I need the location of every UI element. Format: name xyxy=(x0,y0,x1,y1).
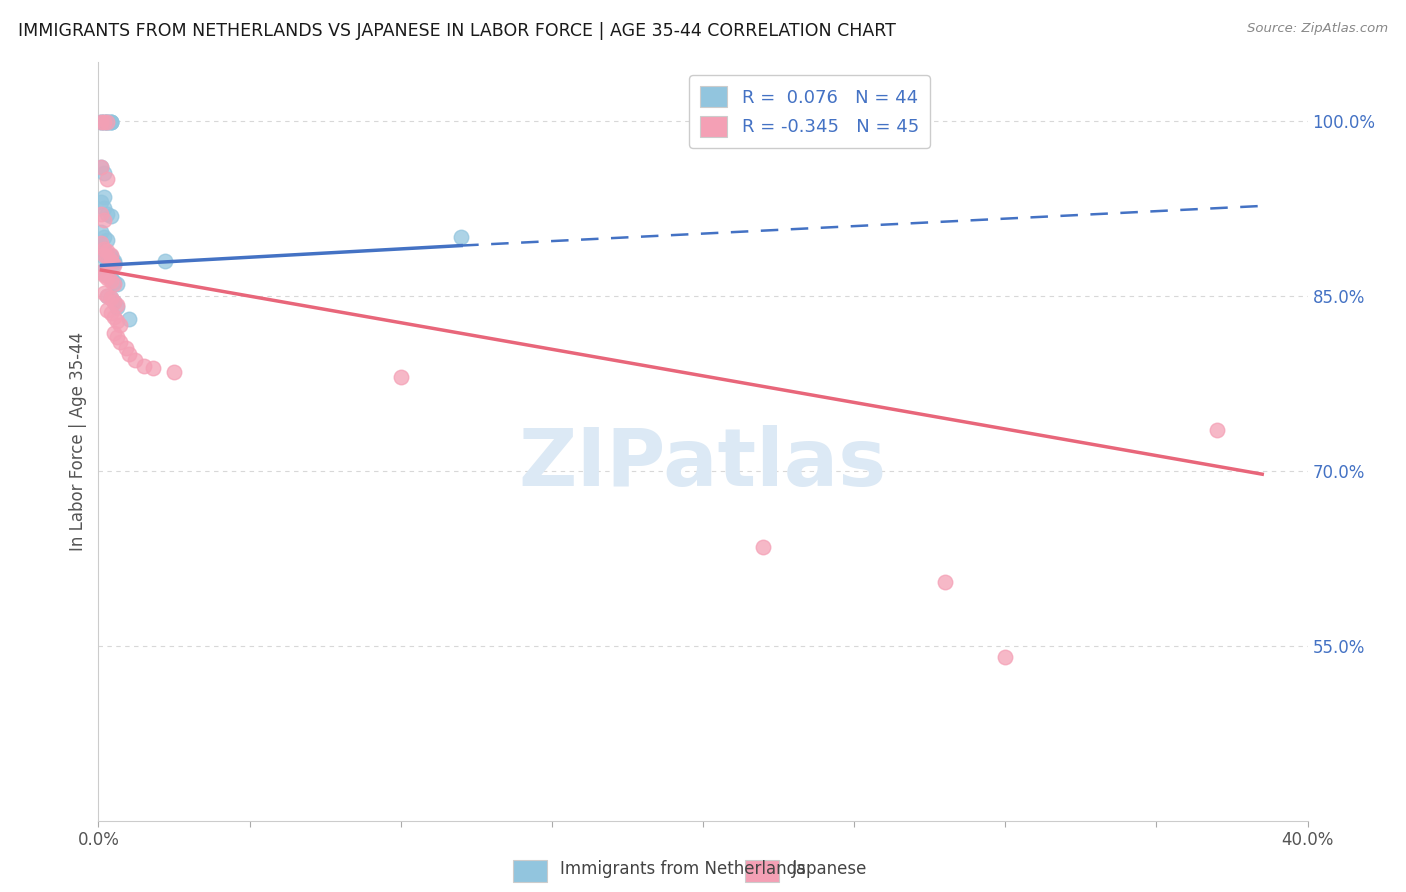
Point xyxy=(124,352,146,367)
Point xyxy=(93,250,115,264)
Point xyxy=(118,312,141,326)
Point xyxy=(934,574,956,589)
Point xyxy=(90,115,112,129)
Point xyxy=(93,286,115,301)
Point xyxy=(96,172,118,186)
Point xyxy=(93,246,115,260)
FancyBboxPatch shape xyxy=(745,860,779,881)
Point xyxy=(96,115,118,129)
Point xyxy=(96,250,118,264)
Point xyxy=(103,310,125,324)
Point xyxy=(450,230,472,244)
Point xyxy=(96,302,118,317)
Text: IMMIGRANTS FROM NETHERLANDS VS JAPANESE IN LABOR FORCE | AGE 35-44 CORRELATION C: IMMIGRANTS FROM NETHERLANDS VS JAPANESE … xyxy=(18,22,896,40)
Point xyxy=(93,268,115,282)
Point xyxy=(96,115,118,129)
Point xyxy=(108,335,131,350)
Point xyxy=(93,265,115,279)
Point xyxy=(90,265,112,279)
Point xyxy=(100,115,122,129)
Point xyxy=(93,166,115,180)
Point xyxy=(96,268,118,282)
Point xyxy=(100,306,122,320)
Point xyxy=(103,294,125,309)
Point xyxy=(153,253,176,268)
Point xyxy=(90,242,112,256)
Point xyxy=(163,365,186,379)
Point xyxy=(100,115,122,129)
Point xyxy=(90,195,112,210)
Point xyxy=(103,259,125,273)
Point xyxy=(103,253,125,268)
Point xyxy=(90,161,112,175)
Point xyxy=(90,115,112,129)
Point xyxy=(100,210,122,224)
Point xyxy=(100,291,122,305)
Point xyxy=(105,314,128,328)
Point xyxy=(93,115,115,129)
Point xyxy=(994,650,1017,665)
Point xyxy=(752,540,775,554)
Point xyxy=(100,248,122,262)
Point xyxy=(96,289,118,303)
Point xyxy=(100,252,122,266)
Point xyxy=(93,230,115,244)
Point xyxy=(96,233,118,247)
Text: Source: ZipAtlas.com: Source: ZipAtlas.com xyxy=(1247,22,1388,36)
Point xyxy=(132,359,155,373)
Point xyxy=(103,275,125,289)
Point xyxy=(96,207,118,221)
Point xyxy=(90,115,112,129)
Point xyxy=(93,189,115,203)
Point xyxy=(105,301,128,315)
Point xyxy=(114,341,136,355)
Point xyxy=(389,370,412,384)
Point xyxy=(1206,423,1229,437)
FancyBboxPatch shape xyxy=(513,860,547,881)
Point xyxy=(105,277,128,291)
Point xyxy=(93,201,115,215)
Point xyxy=(100,249,122,263)
Point xyxy=(90,236,112,251)
Point xyxy=(96,244,118,259)
Point xyxy=(105,298,128,312)
Point xyxy=(100,253,122,268)
Point xyxy=(103,294,125,309)
Point xyxy=(108,318,131,332)
Point xyxy=(96,248,118,262)
Point xyxy=(100,291,122,305)
Point xyxy=(90,161,112,175)
Point xyxy=(103,256,125,270)
Point xyxy=(93,248,115,262)
Text: ZIPatlas: ZIPatlas xyxy=(519,425,887,503)
Point xyxy=(93,244,115,259)
Point xyxy=(96,271,118,285)
Point xyxy=(142,361,165,376)
Point xyxy=(118,347,141,361)
Point xyxy=(90,225,112,239)
Point xyxy=(96,115,118,129)
Point xyxy=(105,329,128,343)
Point xyxy=(100,253,122,268)
Point xyxy=(90,207,112,221)
Point xyxy=(103,326,125,340)
Point xyxy=(93,115,115,129)
Legend: R =  0.076   N = 44, R = -0.345   N = 45: R = 0.076 N = 44, R = -0.345 N = 45 xyxy=(689,75,929,148)
Text: Immigrants from Netherlands: Immigrants from Netherlands xyxy=(560,860,806,879)
Point xyxy=(96,289,118,303)
Point xyxy=(96,115,118,129)
Point xyxy=(90,265,112,279)
Point xyxy=(93,115,115,129)
Point xyxy=(103,277,125,291)
Y-axis label: In Labor Force | Age 35-44: In Labor Force | Age 35-44 xyxy=(69,332,87,551)
Point xyxy=(100,274,122,288)
Text: Japanese: Japanese xyxy=(792,860,868,879)
Point xyxy=(100,115,122,129)
Point xyxy=(96,252,118,266)
Point xyxy=(90,240,112,254)
Point xyxy=(93,213,115,227)
Point xyxy=(100,271,122,285)
Point xyxy=(93,242,115,256)
